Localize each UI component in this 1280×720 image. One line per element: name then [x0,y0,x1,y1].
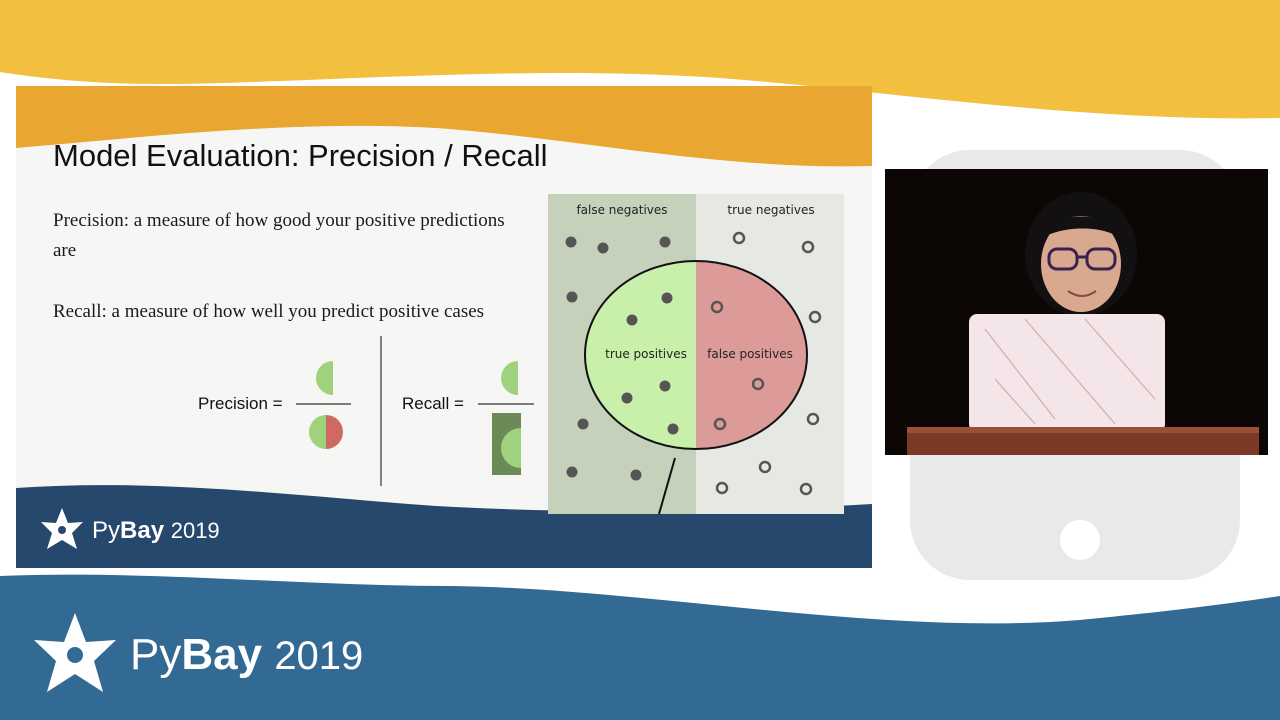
true-negatives-label: true negatives [727,203,814,217]
true-positives-label: true positives [605,347,687,361]
precision-equation-label: Precision = [198,394,283,413]
banner-name-bay: Bay [181,630,263,679]
false-negatives-label: false negatives [576,203,667,217]
pybay-star-logo-icon [34,613,116,692]
recall-fraction-graphic [478,361,534,475]
banner-year: 2019 [274,634,364,678]
banner-brand: PyBay 2019 [130,630,363,680]
brand-name-py: Py [92,517,121,544]
slide-graphics: false negatives true negatives true posi… [16,86,872,568]
recall-definition: Recall: a measure of how well you predic… [53,301,485,322]
slide-footer-brand: PyBay 2019 [92,517,220,545]
precision-definition: Precision: a measure of how good your po… [53,210,505,261]
slide: false negatives true negatives true posi… [16,86,872,568]
precision-recall-diagram: false negatives true negatives true posi… [548,194,844,515]
recall-equation-label: Recall = [402,394,464,413]
pybay-star-logo-icon [41,508,83,549]
speaker-video-frame [885,169,1268,455]
brand-name-bay: Bay [120,517,165,544]
pybay-banner: PyBay 2019 [30,610,363,700]
banner-name-py: Py [130,630,182,679]
false-positives-label: false positives [707,347,793,361]
speaker-video [885,169,1268,455]
precision-fraction-graphic [296,361,351,449]
slide-title: Model Evaluation: Precision / Recall [53,138,548,173]
brand-year: 2019 [170,518,220,543]
